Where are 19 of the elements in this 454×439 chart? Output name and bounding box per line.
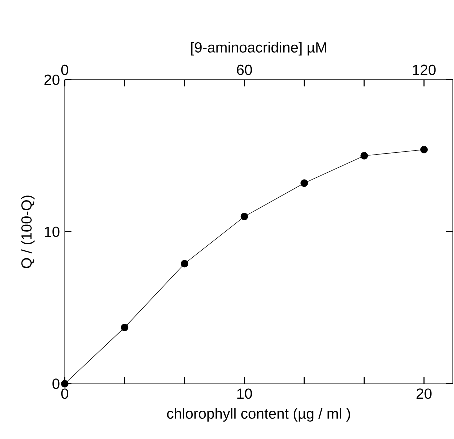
point <box>121 324 129 332</box>
x-tick-label: 0 <box>61 388 68 400</box>
y-axis-title: Q / (100-Q) <box>21 196 35 268</box>
x2-axis-title: [9-aminoacridine] µM <box>191 42 326 56</box>
x2-tick-label: 120 <box>413 64 436 76</box>
x-tick-label: 10 <box>238 388 252 400</box>
point <box>360 152 368 160</box>
point <box>181 260 189 268</box>
x2-tick-label: 60 <box>237 64 252 76</box>
x-tick-label: 20 <box>416 388 432 400</box>
x-axis-title: chlorophyll content (µg / ml ) <box>167 408 350 422</box>
point <box>300 180 308 188</box>
y-tick-label: 0 <box>52 378 60 390</box>
point <box>420 146 428 154</box>
point <box>240 213 248 221</box>
y-tick-label: 20 <box>44 74 60 86</box>
y-tick-label: 10 <box>45 226 60 238</box>
x2-tick-label: 0 <box>61 64 68 76</box>
point <box>61 380 69 388</box>
